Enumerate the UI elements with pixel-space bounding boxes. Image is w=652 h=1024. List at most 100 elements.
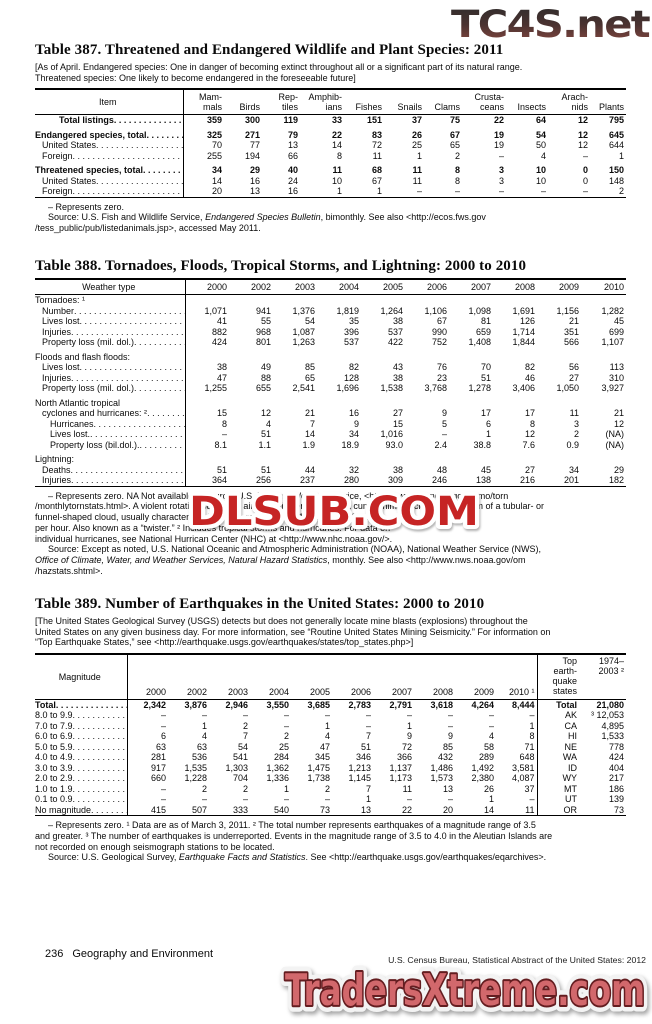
cell [229,394,273,409]
cell: 0 [582,165,588,175]
cell: 72 [401,741,412,752]
column-header: Magnitude [35,653,128,700]
cell: 1,050 [556,383,579,393]
cell: 3,618 [430,699,453,710]
cell: 12 [577,115,588,125]
table-row: Endangered species, total 325 271 79 22 83 26 6… [35,125,626,140]
cell: 1,492 [471,762,494,773]
cell: 645 [608,129,624,140]
state-cell: ID [536,762,579,773]
cell: 26 [411,129,422,140]
cell: 22 [401,804,412,815]
row-label: Injuries [35,372,186,383]
cell: 38.8 [473,439,491,450]
cell: – [447,720,453,731]
cell: 2.4 [434,439,447,450]
cell [581,450,626,465]
cell: 1,696 [336,383,359,393]
cell: 1,145 [348,773,371,783]
cell: – [406,710,412,720]
table-row: Injuries 882 968 1,087 396 537 990 659 1,714 351 6… [35,326,626,337]
header-row: Item Mam- mals Birds Rep- tiles Amphib- … [35,89,626,115]
table-row: Floods and flash floods: [35,347,626,363]
state-value-cell: 404 [608,762,624,773]
cell: 795 [608,115,624,125]
cell: 1,336 [266,773,289,783]
table-row: Deaths 51 51 44 32 38 48 45 27 34 29 [35,464,626,475]
cell: 4 [324,731,330,741]
cell [361,394,405,409]
cell: 66 [287,150,298,161]
table-row: 4.0 to 4.9 281 536 541 284 345 346 366 432 289 648… [35,752,626,763]
row-label: 3.0 to 3.9 [35,762,128,773]
cell: 1,475 [307,762,330,773]
cell: – [447,710,453,720]
cell: 246 [431,475,447,485]
cell: 1.1 [258,439,271,450]
cell: – [365,710,371,720]
cell: 77 [249,140,260,150]
cell: 2,380 [471,773,494,783]
row-label: Property loss (mil. dol.) [35,337,186,348]
row-label: Floods and flash floods: [35,347,186,362]
cell: 8 [221,418,227,429]
cell: 1 [324,720,330,731]
cell: – [454,186,460,196]
state-value-cell: 424 [608,752,624,762]
cell [537,348,581,363]
column-header: Rep- tiles [262,89,300,115]
cell [493,394,537,409]
cell: 194 [244,150,260,161]
table-row: Lightning: [35,450,626,465]
row-label: 0.1 to 0.9 [35,794,128,805]
cell: 48 [436,464,447,475]
cell: 648 [519,752,535,762]
cell [449,295,493,306]
column-header: 2005 [361,279,405,295]
table-row: Injuries 364 256 237 280 309 246 138 216 201 182 [35,475,626,486]
cell: – [242,794,248,804]
cell: 1,087 [292,326,315,337]
column-header: 2010 [581,279,626,295]
cell: 38 [392,372,403,383]
cell: 655 [255,383,271,393]
cell: 1,819 [336,305,359,316]
cell: 364 [211,475,227,485]
table-row: Threatened species, total 34 29 40 11 68 11 8 3 1… [35,161,626,176]
footnote: – Represents zero. NA Not available. ¹ S… [35,490,544,544]
table-row: Lives lost 41 55 54 35 38 67 81 126 21 45 [35,316,626,327]
state-cell: CA [536,720,579,731]
cell: 151 [366,115,382,125]
table-389: Magnitude 2000 2002 2003 2004 2005 2006 … [35,652,626,816]
table-row: Property loss (mil. dol.) 1,255 655 2,541 1,… [35,383,626,394]
cell: 27 [568,372,579,383]
cell: 40 [287,165,298,175]
state-cell: Total [536,699,579,710]
column-header: 2006 [405,279,449,295]
cell: 58 [483,741,494,752]
cell: 7 [242,731,248,741]
cell: 1,362 [266,762,289,773]
cell: 17 [524,408,535,418]
svg-text:DLSUB.COM: DLSUB.COM [189,489,479,535]
cell: 752 [431,337,447,347]
cell: 537 [387,326,403,337]
cell: 81 [480,316,491,326]
cell: 3,685 [307,699,330,710]
page-footer-source: U.S. Census Bureau, Statistical Abstract… [388,955,646,965]
cell: 25 [411,140,422,150]
row-label: Total listings [35,114,184,126]
cell [361,348,405,363]
row-label: 8.0 to 9.9 [35,710,128,721]
table-row: Foreign 20 13 16 1 1 – – – – – 2 [35,186,626,197]
cell: – [221,429,227,439]
state-cell: OR [536,804,579,816]
cell [273,450,317,465]
cell: 1,213 [348,762,371,773]
table-row: cyclones and hurricanes: ² 15 12 21 16 27 9 17 1… [35,408,626,419]
row-label: Lightning: [35,450,186,465]
cell [185,348,229,363]
cell: 507 [191,804,207,815]
cell: 2 [324,783,330,794]
